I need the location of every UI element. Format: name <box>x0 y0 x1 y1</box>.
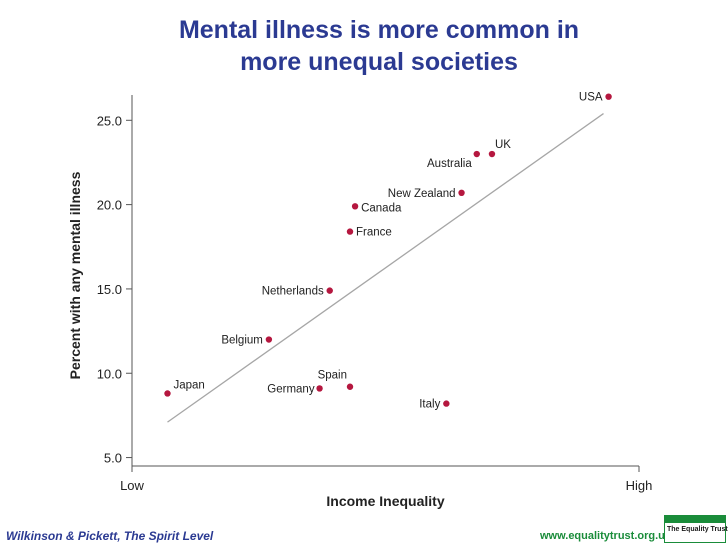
point-label-netherlands: Netherlands <box>262 286 324 298</box>
logo-text: The Equality Trust <box>667 526 728 533</box>
title-line-1: Mental illness is more common in <box>178 16 580 44</box>
y-tick-label: 25.0 <box>97 113 122 128</box>
y-tick-label: 15.0 <box>97 282 122 297</box>
point-label-canada: Canada <box>361 202 402 214</box>
y-tick-label: 20.0 <box>97 198 122 213</box>
point-label-france: France <box>356 227 392 239</box>
point-australia <box>473 150 480 158</box>
point-label-italy: Italy <box>419 399 440 411</box>
slide-title: Mental illness is more common in more un… <box>0 14 728 78</box>
point-label-belgium: Belgium <box>221 335 263 347</box>
trend-line-group <box>167 113 604 423</box>
point-uk <box>488 150 496 158</box>
point-usa <box>605 93 612 100</box>
citation: Wilkinson & Pickett, The Spirit Level <box>6 529 214 543</box>
point-label-spain: Spain <box>318 370 347 382</box>
y-axis-title: Percent with any mental illness <box>67 171 83 379</box>
point-new-zealand <box>458 189 465 197</box>
point-label-new-zealand: New Zealand <box>388 188 456 200</box>
point-canada <box>351 203 359 210</box>
point-germany <box>316 385 323 392</box>
point-label-uk: UK <box>495 139 511 151</box>
x-tick-label: High <box>626 478 653 493</box>
point-belgium <box>265 336 273 343</box>
scatter-chart: 5.0 10.0 15.0 20.0 25.0 Low High Income Inequal… <box>67 92 652 509</box>
chart-axes: 5.0 10.0 15.0 20.0 25.0 Low High Income Inequal… <box>67 95 652 509</box>
x-tick-label: Low <box>120 478 144 493</box>
point-netherlands <box>326 287 333 294</box>
trend-line <box>167 113 604 423</box>
point-spain <box>346 383 354 390</box>
point-label-japan: Japan <box>173 379 204 391</box>
footer-url-link[interactable]: www.equalitytrust.org.uk <box>540 530 671 542</box>
point-france <box>346 228 354 235</box>
title-line-2: more unequal societies <box>240 48 518 76</box>
x-axis-title: Income Inequality <box>326 493 444 509</box>
point-label-germany: Germany <box>267 383 315 395</box>
point-japan <box>164 390 171 397</box>
equality-trust-logo: The Equality Trust <box>664 515 728 543</box>
y-tick-label: 10.0 <box>97 366 122 381</box>
y-tick-label: 5.0 <box>104 451 122 466</box>
point-label-usa: USA <box>579 92 603 104</box>
point-italy <box>443 400 450 407</box>
point-label-australia: Australia <box>427 158 472 170</box>
